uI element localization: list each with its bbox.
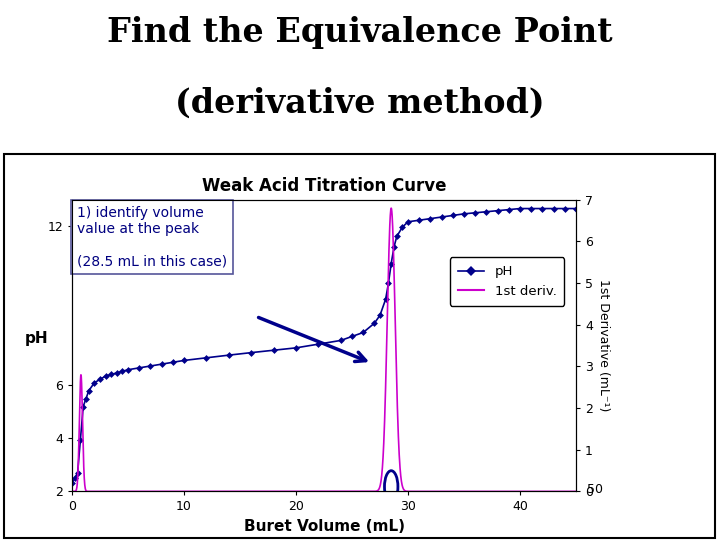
Y-axis label: 1st Derivative (mL⁻¹): 1st Derivative (mL⁻¹) bbox=[597, 279, 610, 412]
Text: 50: 50 bbox=[588, 483, 603, 496]
Text: (derivative method): (derivative method) bbox=[175, 86, 545, 119]
Text: 1) identify volume
value at the peak

(28.5 mL in this case): 1) identify volume value at the peak (28… bbox=[77, 206, 228, 268]
X-axis label: Buret Volume (mL): Buret Volume (mL) bbox=[243, 519, 405, 534]
Legend: pH, 1st deriv.: pH, 1st deriv. bbox=[450, 257, 564, 306]
Y-axis label: pH: pH bbox=[24, 330, 48, 346]
Text: Find the Equivalence Point: Find the Equivalence Point bbox=[107, 16, 613, 49]
FancyBboxPatch shape bbox=[4, 154, 715, 538]
Title: Weak Acid Titration Curve: Weak Acid Titration Curve bbox=[202, 178, 446, 195]
